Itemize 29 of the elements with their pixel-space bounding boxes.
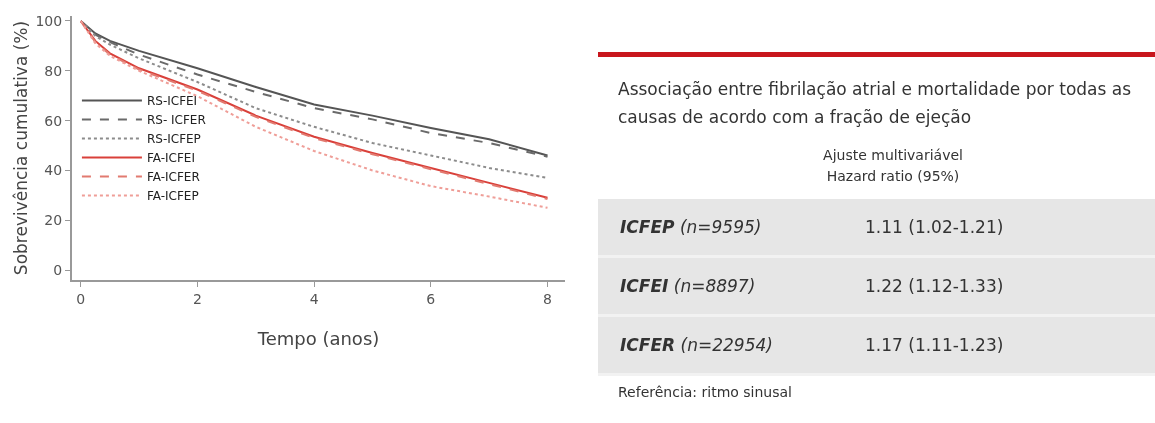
legend-label: RS-ICFEI <box>146 94 198 109</box>
x-tick-label: 4 <box>309 290 319 307</box>
y-tick-label: 20 <box>44 212 63 229</box>
legend-label: FA-ICFER <box>146 170 200 185</box>
y-tick-label: 60 <box>44 112 63 129</box>
text: Ajuste multivariável <box>823 147 963 163</box>
text: 1.22 (1.12-1.33) <box>865 276 1004 296</box>
y-tick-label: 40 <box>44 162 63 179</box>
y-axis-title: Sobrevivência cumulativa (%) <box>11 20 31 276</box>
x-tick-label: 8 <box>543 290 552 307</box>
y-tick-label: 100 <box>35 12 63 29</box>
text: ICFER (n=22954) <box>619 335 774 355</box>
x-axis-title: Tempo (anos) <box>256 328 380 349</box>
legend-label: RS- ICFER <box>146 113 206 128</box>
text: 1.11 (1.02-1.21) <box>865 217 1004 237</box>
text: Associação entre fibrilação atrial e mortalidade por todas as causas de acordo com a fração de ejeção <box>618 78 1133 129</box>
y-tick-label: 0 <box>53 261 63 278</box>
text: Hazard ratio (95%) <box>826 168 960 184</box>
legend-label: FA-ICFEI <box>146 151 195 166</box>
text: Referência: ritmo sinusal <box>618 384 793 400</box>
legend-label: RS-ICFEP <box>146 132 201 147</box>
text: ICFEP (n=9595) <box>619 217 763 237</box>
y-tick-label: 80 <box>44 62 63 79</box>
x-tick-label: 2 <box>192 290 202 307</box>
legend-label: FA-ICFEP <box>146 189 199 204</box>
x-tick-label: 6 <box>426 290 436 307</box>
text: ICFEI (n=8897) <box>619 276 757 296</box>
text: 1.17 (1.11-1.23) <box>865 335 1004 355</box>
x-tick-label: 0 <box>76 290 86 307</box>
